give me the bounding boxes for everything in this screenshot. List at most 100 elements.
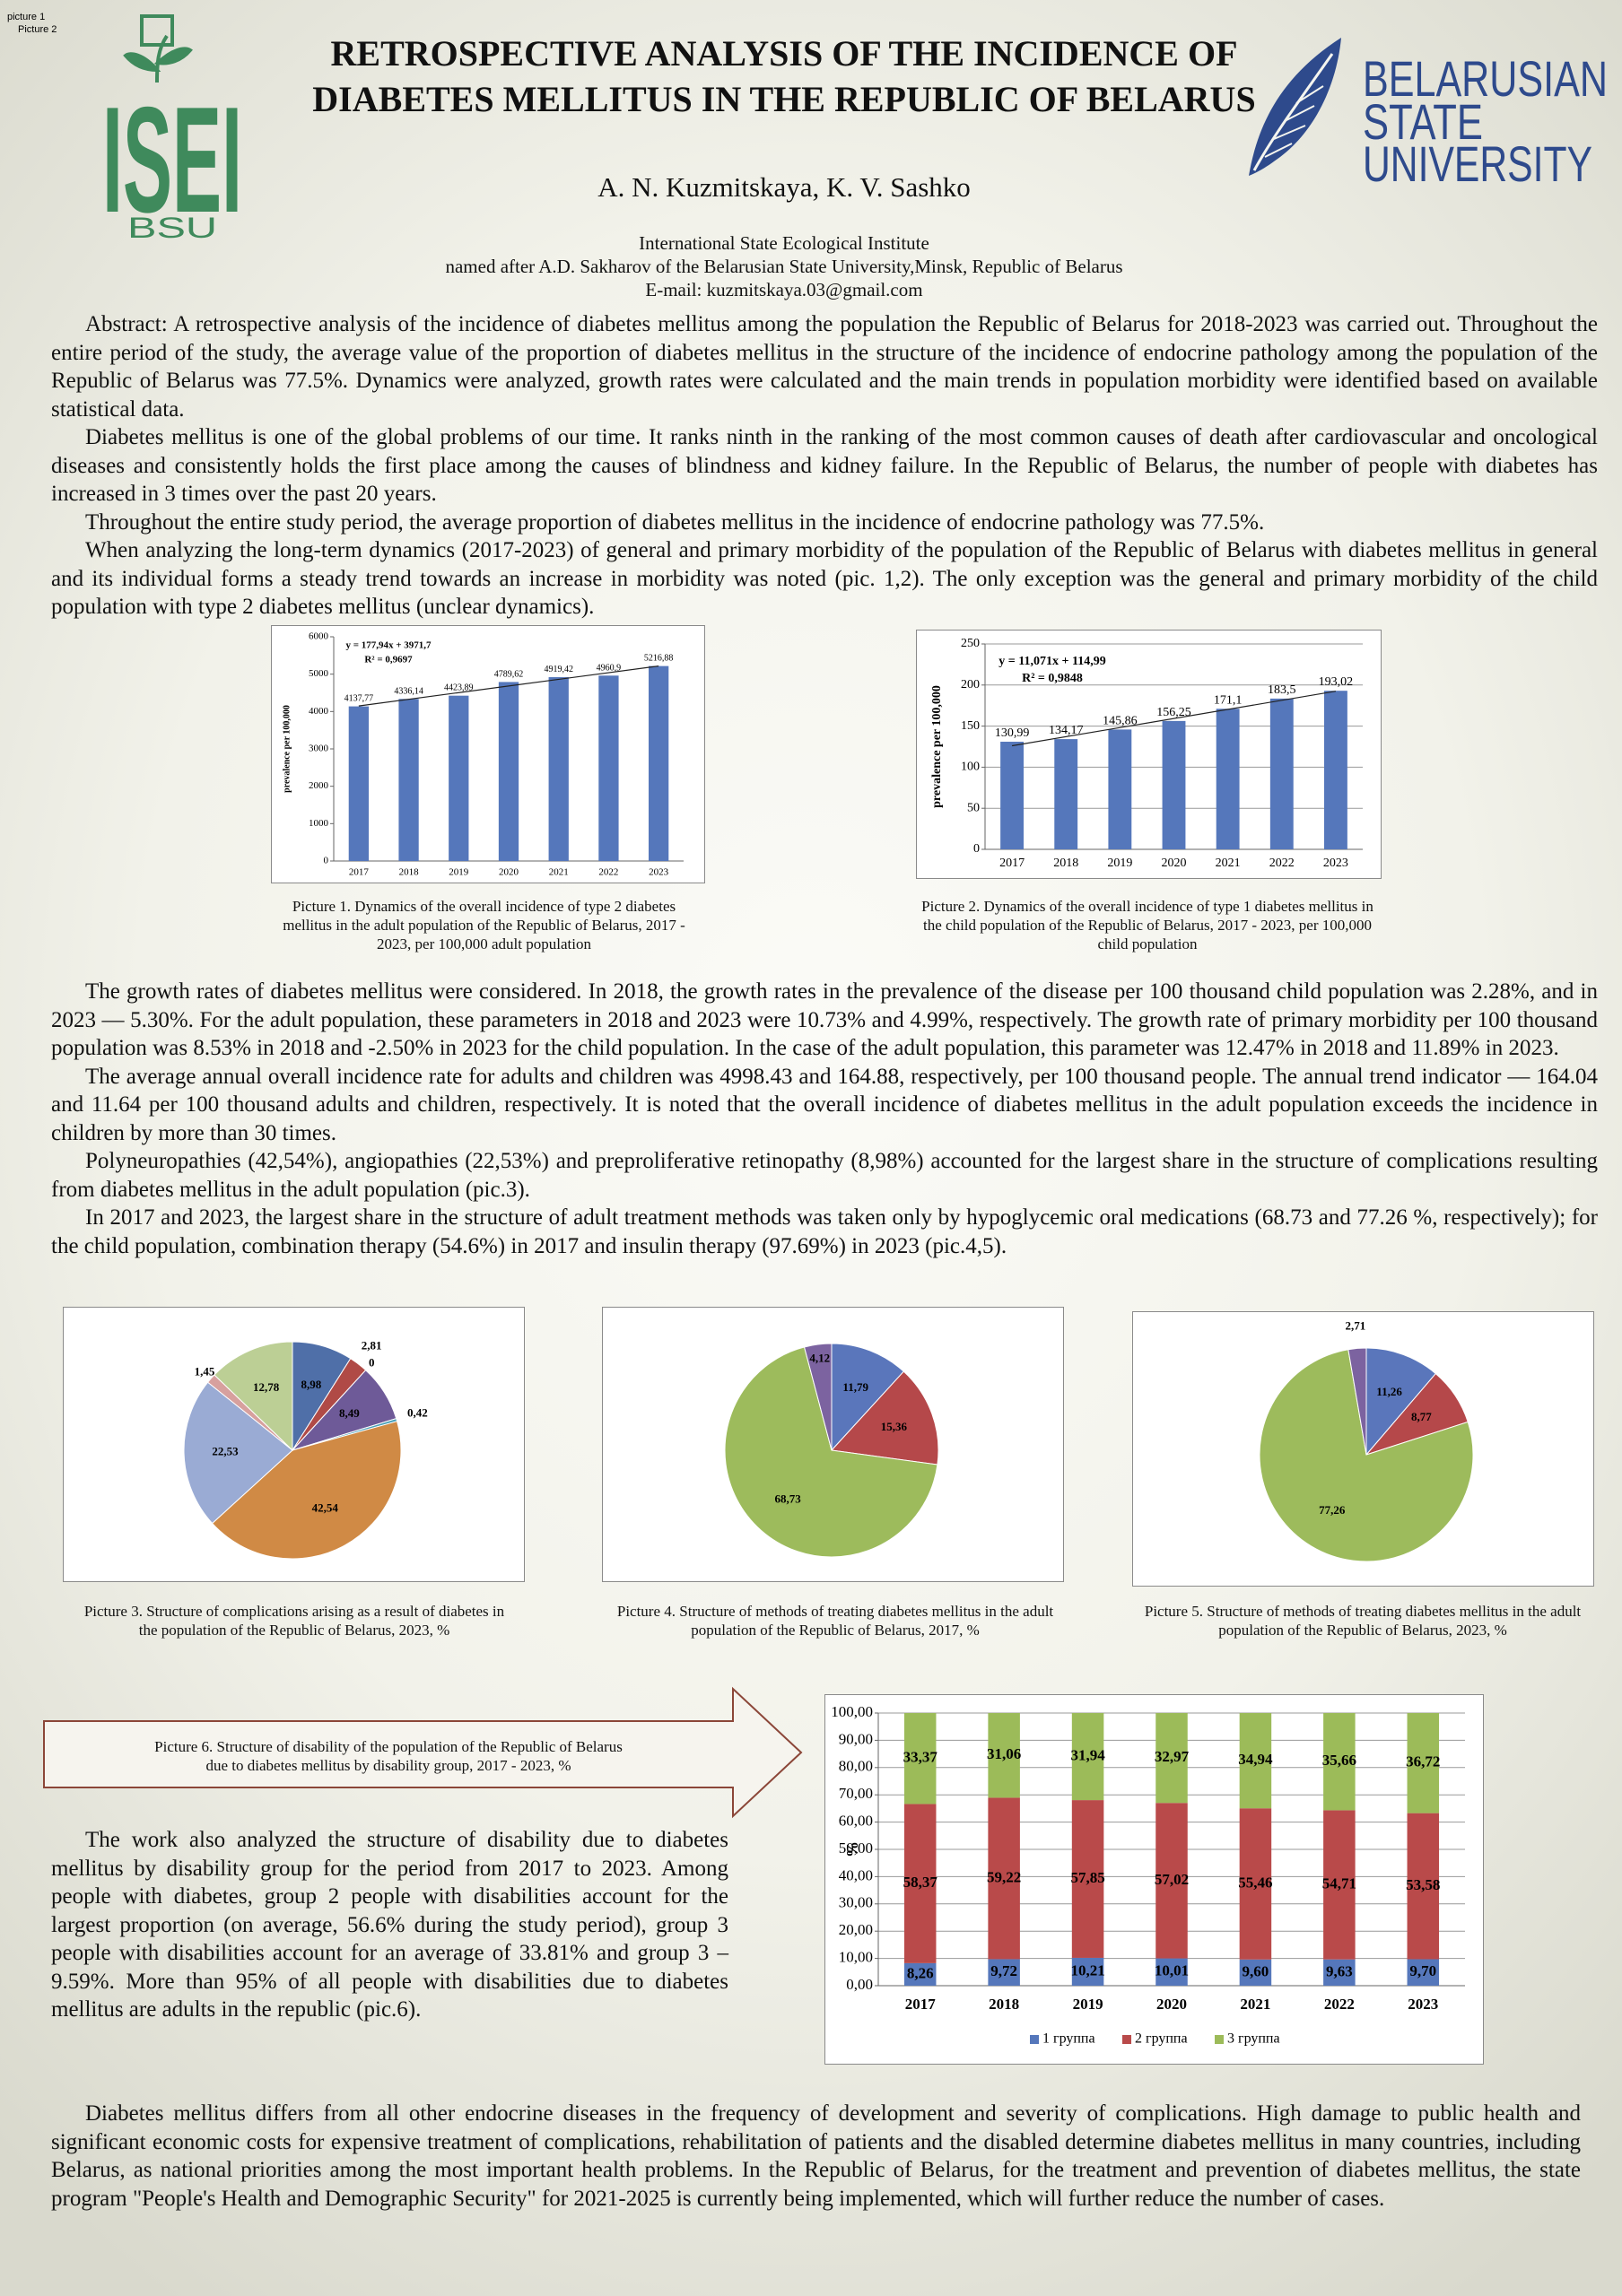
authors: A. N. Kuzmitskaya, K. V. Sashko (597, 171, 971, 203)
bar-segment (1407, 1959, 1440, 1986)
bar (1162, 720, 1186, 849)
logo-text: BELARUSIAN (1363, 50, 1608, 107)
affiliation: International State Ecological Institute… (309, 231, 1260, 301)
bar-segment (903, 1962, 937, 1986)
y-axis-label: % (843, 1841, 861, 1857)
pie-slice (1365, 1347, 1437, 1457)
y-tick-label: 200 (961, 678, 980, 691)
trend-r-squared: R² = 0,9848 (1022, 672, 1083, 685)
y-tick-label: 250 (961, 637, 980, 650)
logo-mark: ISEI (102, 75, 242, 244)
x-tick-label: 2021 (1216, 857, 1241, 870)
paragraph: In 2017 and 2023, the largest share in t… (51, 1205, 1598, 1258)
chart: 0 1000 2000 3000 4000 5000 6000 prevalence per … (271, 625, 705, 883)
bar-segment (1239, 1808, 1272, 1960)
x-tick-label: 2023 (649, 867, 669, 878)
y-axis-label: prevalence per 100,000 (282, 705, 292, 793)
logo-shape (1252, 53, 1334, 171)
y-tick-label: 3000 (309, 744, 329, 754)
y-tick-label: 10,00 (839, 1949, 873, 1966)
value-label: 2,71 (1345, 1319, 1365, 1333)
legend-swatch (1215, 2035, 1224, 2044)
pie-slice (1259, 1349, 1474, 1562)
bar-segment (1323, 1959, 1356, 1986)
figure-caption: Picture 4. Structure of methods of treat… (616, 1603, 1054, 1639)
bar-segment (1071, 1957, 1104, 1986)
bar-segment (1407, 1813, 1440, 1960)
value-label: 32,97 (1155, 1748, 1190, 1765)
value-label: 59,22 (987, 1868, 1021, 1885)
logo-shape (123, 52, 161, 73)
corner-label: picture 1 (7, 12, 45, 22)
value-label: 10,01 (1155, 1962, 1189, 1979)
figure-caption: Picture 2. Dynamics of the overall incid… (921, 898, 1373, 952)
corner-label: Picture 2 (18, 24, 57, 35)
y-tick-label: 50 (967, 801, 980, 814)
pie-slice (830, 1370, 939, 1465)
y-tick-label: 6000 (309, 631, 329, 642)
value-label: 4137,77 (344, 694, 374, 704)
trendline (358, 665, 659, 707)
value-label: 36,72 (1406, 1753, 1440, 1770)
right-logo (1249, 38, 1341, 176)
logo-sub: BSU (127, 212, 217, 244)
bar (398, 699, 419, 861)
figure-caption: Picture 6. Structure of disability of th… (154, 1738, 623, 1774)
value-label: 145,86 (1103, 714, 1138, 727)
x-tick-label: 2020 (499, 867, 519, 878)
logo-shape (155, 34, 169, 83)
legend-swatch (1030, 2035, 1039, 2044)
x-tick-label: 2017 (905, 1996, 936, 2013)
legend-label: 1 группа (1042, 2031, 1095, 2047)
paragraph: Throughout the entire study period, the … (85, 509, 1265, 535)
value-label: 54,71 (1322, 1874, 1356, 1892)
x-tick-label: 2019 (449, 867, 469, 878)
chart: 11,26 8,77 77,26 2,71 (1132, 1311, 1594, 1587)
x-tick-label: 2018 (989, 1996, 1019, 2013)
y-tick-label: 80,00 (839, 1758, 873, 1775)
y-tick-label: 1000 (309, 818, 329, 829)
arrow (43, 1686, 803, 1819)
value-label: 58,37 (903, 1874, 938, 1891)
value-label: 11,26 (1376, 1385, 1402, 1398)
bar-segment (988, 1797, 1020, 1960)
paragraph: Polyneuropathies (42,54%), angiopathies … (51, 1149, 1598, 1202)
figure-caption: Picture 1. Dynamics of the overall incid… (283, 898, 685, 952)
value-label: 15,36 (881, 1420, 908, 1433)
value-label: 130,99 (995, 726, 1030, 740)
paragraph: Diabetes mellitus differs from all other… (51, 2101, 1581, 2211)
affiliation-line: named after A.D. Sakharov of the Belarus… (445, 256, 1123, 277)
y-tick-label: 70,00 (839, 1785, 873, 1802)
value-label: 31,94 (1070, 1746, 1105, 1763)
y-axis-label: prevalence per 100,000 (930, 685, 944, 808)
figure-caption: Picture 5. Structure of methods of treat… (1144, 1603, 1582, 1639)
value-label: 53,58 (1406, 1876, 1440, 1893)
y-tick-label: 60,00 (839, 1813, 873, 1830)
pie-slice (803, 1343, 833, 1451)
value-label: 156,25 (1156, 706, 1191, 719)
legend-swatch (1122, 2035, 1131, 2044)
paragraph: The work also analyzed the structure of … (51, 1828, 728, 2022)
value-label: 77,26 (1319, 1503, 1346, 1517)
paragraph: Diabetes mellitus is one of the global p… (51, 425, 1598, 506)
value-label: 134,17 (1049, 724, 1084, 737)
value-label: 55,46 (1238, 1874, 1272, 1891)
bar-segment (903, 1804, 937, 1963)
value-label: 8,77 (1411, 1410, 1432, 1423)
x-tick-label: 2018 (1053, 857, 1078, 870)
pie-slice (211, 1421, 402, 1560)
value-label: 10,21 (1070, 1961, 1104, 1979)
x-tick-label: 2023 (1408, 1996, 1438, 2013)
bar-segment (1071, 1713, 1104, 1801)
affiliation-line: E-mail: kuzmitskaya.03@gmail.com (645, 279, 923, 300)
chart: 0 50 100 150 200 250 prevalence per 100,000 130… (916, 630, 1382, 879)
bar-segment (1323, 1713, 1356, 1811)
y-tick-label: 50,00 (839, 1839, 873, 1857)
value-label: 33,37 (903, 1749, 938, 1766)
logo-text: UNIVERSITY (1363, 135, 1592, 192)
x-tick-label: 2019 (1073, 1996, 1103, 2013)
x-tick-label: 2021 (549, 867, 569, 878)
y-tick-label: 4000 (309, 706, 329, 717)
bar (498, 682, 519, 861)
